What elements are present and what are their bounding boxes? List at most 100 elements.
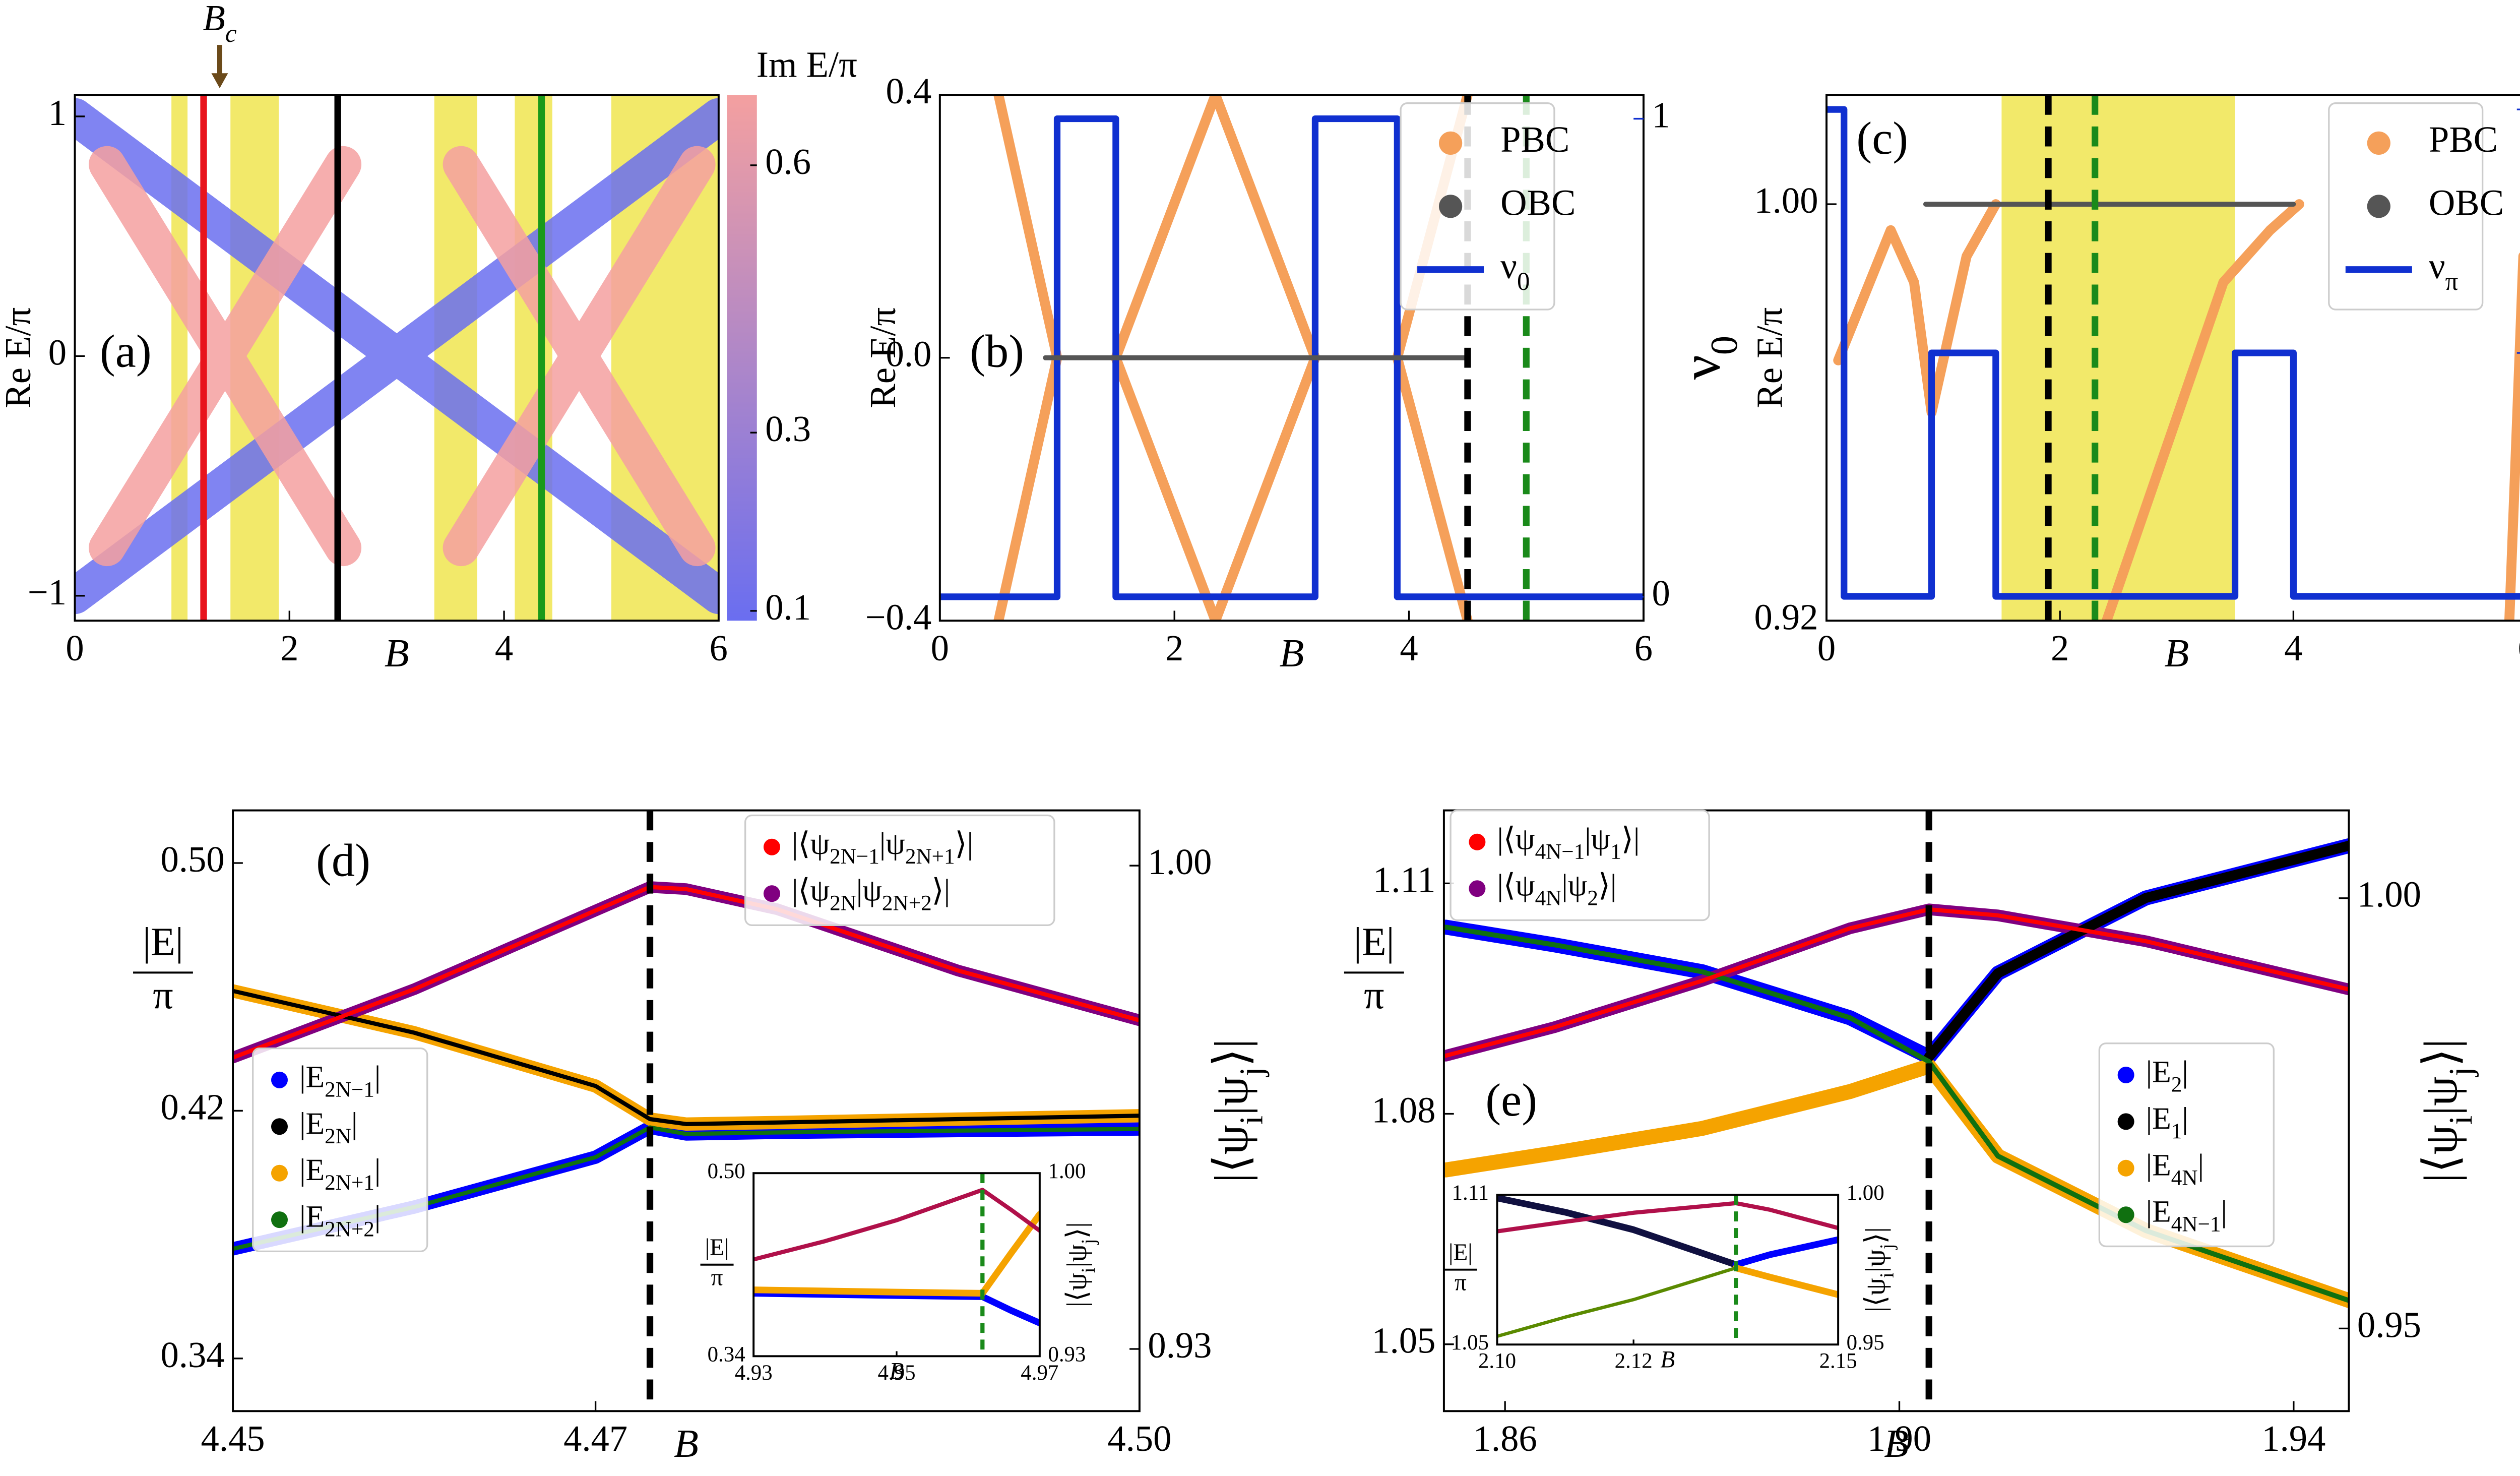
x-tick-label: 6 — [710, 628, 728, 668]
legend-box — [252, 1047, 428, 1253]
x-tick-label: 0 — [931, 628, 949, 668]
series-line — [753, 1211, 1040, 1297]
plot-area — [1826, 95, 2520, 621]
plot-area — [233, 810, 1140, 1411]
series-line — [75, 98, 719, 614]
y2-axis-label: |⟨ψi​|ψj​⟩| — [1205, 1039, 1270, 1183]
axes-frame — [1442, 809, 2350, 1412]
y-axis-label: Re E/π — [0, 307, 38, 408]
legend-label: |⟨ψ4N−1​|ψ1​⟩| — [1497, 822, 1640, 864]
y2-tick-label: 0.93 — [1048, 1342, 1086, 1366]
legend-label: OBC — [1500, 182, 1576, 223]
y-tick-label: −0.4 — [865, 596, 932, 637]
y-tick-label: 1.05 — [1371, 1320, 1435, 1361]
x-tick-label: 2 — [280, 628, 298, 668]
legend-symbol — [1438, 195, 1463, 218]
legend-symbol — [2117, 1159, 2134, 1177]
series-line — [1497, 1266, 1738, 1338]
legend-symbol — [1438, 131, 1463, 155]
y-axis-label-numerator: |E| — [705, 1235, 729, 1261]
legend-symbol — [271, 1118, 288, 1135]
x-tick-label: 1.90 — [1867, 1418, 1931, 1459]
legend-label: ν0​ — [1500, 245, 1530, 295]
series-line — [753, 1289, 1040, 1327]
plot-area — [1497, 1195, 1839, 1345]
legend-symbol — [1469, 833, 1486, 850]
x-tick-label: 6 — [1634, 628, 1653, 668]
annotation: Bc​ — [203, 0, 236, 47]
y-tick-label: 1.05 — [1451, 1331, 1489, 1355]
legend-symbol — [763, 838, 780, 855]
panel-label: (a) — [100, 326, 152, 377]
legend-label: |E4N​| — [2146, 1148, 2204, 1190]
legend-symbol — [763, 885, 780, 902]
y-tick-label: 0.0 — [886, 333, 932, 374]
series-line — [1732, 1236, 1839, 1268]
x-axis-label: B — [1279, 631, 1304, 675]
x-tick-label: 0 — [1817, 628, 1836, 668]
y-axis-label: Re E/π — [1749, 307, 1790, 408]
y2-tick-label: 1.00 — [1148, 841, 1212, 882]
x-tick-label: 4.97 — [1021, 1361, 1058, 1385]
plot-area — [753, 1173, 1040, 1357]
legend-label: |E4N−1​| — [2146, 1195, 2227, 1237]
y2-tick-label: 1.00 — [2357, 874, 2421, 914]
panel: 0 2 4 6 −1 0 1 B Re E/π (a) Bc​ 0.1 0.3 0.6 Im E/π — [0, 0, 857, 675]
legend-label: PBC — [1500, 119, 1569, 160]
series-line — [233, 989, 1140, 1126]
x-tick-label: 4.47 — [563, 1418, 627, 1459]
series-line — [1732, 1264, 1839, 1298]
series-line — [1443, 907, 2349, 1058]
x-tick-label: 6 — [2517, 628, 2520, 668]
legend-symbol — [271, 1211, 288, 1228]
y2-axis-label: ν0​ — [1670, 336, 1745, 380]
y-tick-label: 0.42 — [161, 1086, 225, 1127]
x-axis-label: B — [2164, 631, 2189, 675]
x-tick-label: 1.94 — [2261, 1418, 2325, 1459]
shaded-region — [515, 95, 552, 621]
plot-area — [75, 95, 719, 621]
y-tick-label: 0.34 — [708, 1342, 745, 1366]
x-tick-label: 1.86 — [1473, 1418, 1537, 1459]
panel: 0 2 4 6 −0.4 0.0 0.4 0 1 B Re E/π ν0​ (b) PBC OBC ν0​ — [862, 71, 1745, 675]
y2-tick-label: 1.00 — [1048, 1159, 1086, 1183]
x-axis-label: B — [674, 1422, 699, 1466]
y2-axis-label: |⟨ψi​|ψj​⟩| — [2415, 1039, 2479, 1183]
y-axis-label-denominator: π — [153, 973, 173, 1017]
x-axis-label: B — [890, 1358, 904, 1384]
y-tick-label: −1 — [28, 571, 67, 612]
y-tick-label: 1.11 — [1373, 859, 1435, 900]
y2-tick-label: 1 — [1652, 94, 1670, 135]
x-tick-label: 2 — [2051, 628, 2069, 668]
x-tick-label: 2 — [1165, 628, 1183, 668]
legend-box — [2328, 102, 2484, 311]
inset: 4.93 4.95 4.97 0.34 0.50 0.93 1.00 B |E| π |⟨ψi​|ψ… — [700, 1159, 1100, 1385]
y-tick-label: 0 — [48, 332, 67, 373]
legend-symbol — [271, 1164, 288, 1182]
panel: 4.45 4.47 4.50 0.34 0.42 0.50 0.93 1.00 B |E| π |⟨ψ… — [133, 809, 1270, 1466]
x-tick-label: 4.50 — [1107, 1418, 1171, 1459]
y-axis-label-numerator: |E| — [1448, 1240, 1473, 1266]
panel-label: (b) — [970, 326, 1024, 377]
legend-label: OBC — [2429, 182, 2504, 223]
x-axis-label: B — [1660, 1346, 1675, 1373]
colorbar-tick-label: 0.1 — [765, 586, 811, 627]
colorbar-tick-label: 0.3 — [765, 408, 811, 449]
series-line — [1833, 199, 2520, 621]
legend-symbol — [2367, 195, 2390, 218]
y-tick-label: 0.4 — [886, 71, 932, 111]
x-axis-label: B — [1884, 1422, 1909, 1466]
x-tick-label: 4 — [1400, 628, 1418, 668]
y-axis-label-numerator: |E| — [143, 920, 183, 964]
legend-label: |E2​| — [2146, 1055, 2188, 1097]
panel-label: (e) — [1485, 1074, 1537, 1126]
panel-label: (d) — [316, 835, 370, 886]
series-line — [1497, 1195, 1739, 1268]
legend-label: |⟨ψ2N​|ψ2N+2​⟩| — [792, 874, 950, 915]
y2-axis-label: |⟨ψi​|ψj​⟩| — [1860, 1227, 1898, 1312]
inset: 2.10 2.12 2.15 1.05 1.11 0.95 1.00 B |E| π |⟨ψi​|ψ… — [1443, 1181, 1898, 1373]
legend-symbol — [271, 1071, 288, 1088]
legend-symbol — [2117, 1066, 2134, 1083]
panel-label: (c) — [1856, 112, 1908, 164]
